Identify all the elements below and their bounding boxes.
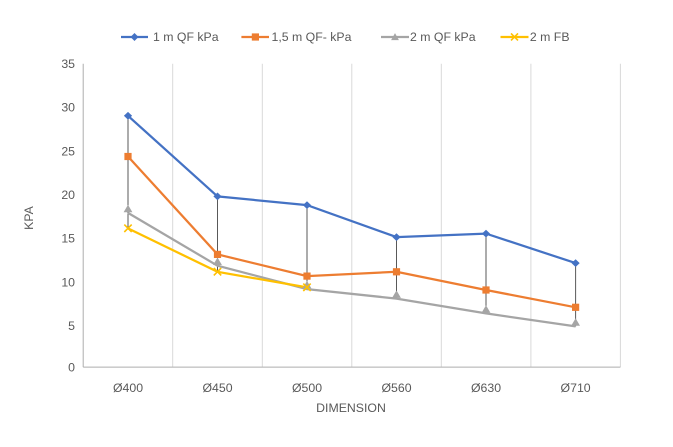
svg-text:Ø400: Ø400 [113, 381, 143, 395]
svg-text:1 m QF kPa: 1 m QF kPa [153, 30, 219, 44]
svg-text:25: 25 [61, 144, 75, 158]
svg-text:2 m FB: 2 m FB [530, 30, 570, 44]
svg-text:Ø500: Ø500 [292, 381, 322, 395]
svg-text:2 m QF kPa: 2 m QF kPa [410, 30, 476, 44]
svg-text:Ø560: Ø560 [381, 381, 411, 395]
svg-text:1,5 m QF- kPa: 1,5 m QF- kPa [272, 30, 352, 44]
svg-text:30: 30 [61, 101, 75, 115]
svg-text:Ø710: Ø710 [561, 381, 591, 395]
svg-text:35: 35 [61, 57, 75, 71]
svg-text:Ø450: Ø450 [202, 381, 232, 395]
svg-text:KPA: KPA [22, 205, 36, 229]
svg-text:5: 5 [68, 319, 75, 333]
svg-text:DIMENSION: DIMENSION [316, 401, 386, 415]
svg-text:10: 10 [61, 275, 75, 289]
svg-text:0: 0 [68, 361, 75, 375]
svg-text:15: 15 [61, 232, 75, 246]
svg-text:Ø630: Ø630 [471, 381, 501, 395]
svg-text:20: 20 [61, 188, 75, 202]
